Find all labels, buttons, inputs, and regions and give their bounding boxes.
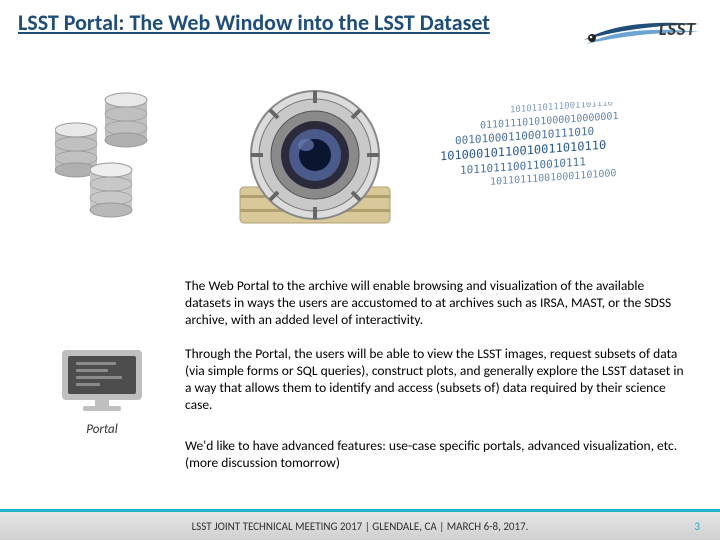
lsst-logo: LSST: [582, 10, 702, 52]
page-number: 3: [694, 520, 700, 533]
camera-lens-icon: [230, 77, 400, 247]
portal-block: Portal: [52, 350, 152, 437]
binary-stream-icon: 1010110111001101110 01101110101000010000…: [430, 102, 690, 222]
title-bar: LSST Portal: The Web Window into the LSS…: [0, 0, 720, 58]
graphics-row: 1010110111001101110 01101110101000010000…: [0, 82, 720, 252]
paragraph-3: We'd like to have advanced features: use…: [185, 438, 685, 472]
paragraph-1: The Web Portal to the archive will enabl…: [185, 278, 685, 329]
monitor-icon: [62, 350, 142, 412]
portal-label: Portal: [52, 422, 152, 437]
slide: LSST Portal: The Web Window into the LSS…: [0, 0, 720, 540]
logo-text: LSST: [659, 18, 696, 40]
database-stack-icon: [55, 92, 165, 247]
footer-bar: LSST JOINT TECHNICAL MEETING 2017 | GLEN…: [0, 512, 720, 540]
footer-text: LSST JOINT TECHNICAL MEETING 2017 | GLEN…: [192, 520, 529, 533]
paragraph-2: Through the Portal, the users will be ab…: [185, 346, 685, 414]
slide-title: LSST Portal: The Web Window into the LSS…: [18, 10, 490, 36]
